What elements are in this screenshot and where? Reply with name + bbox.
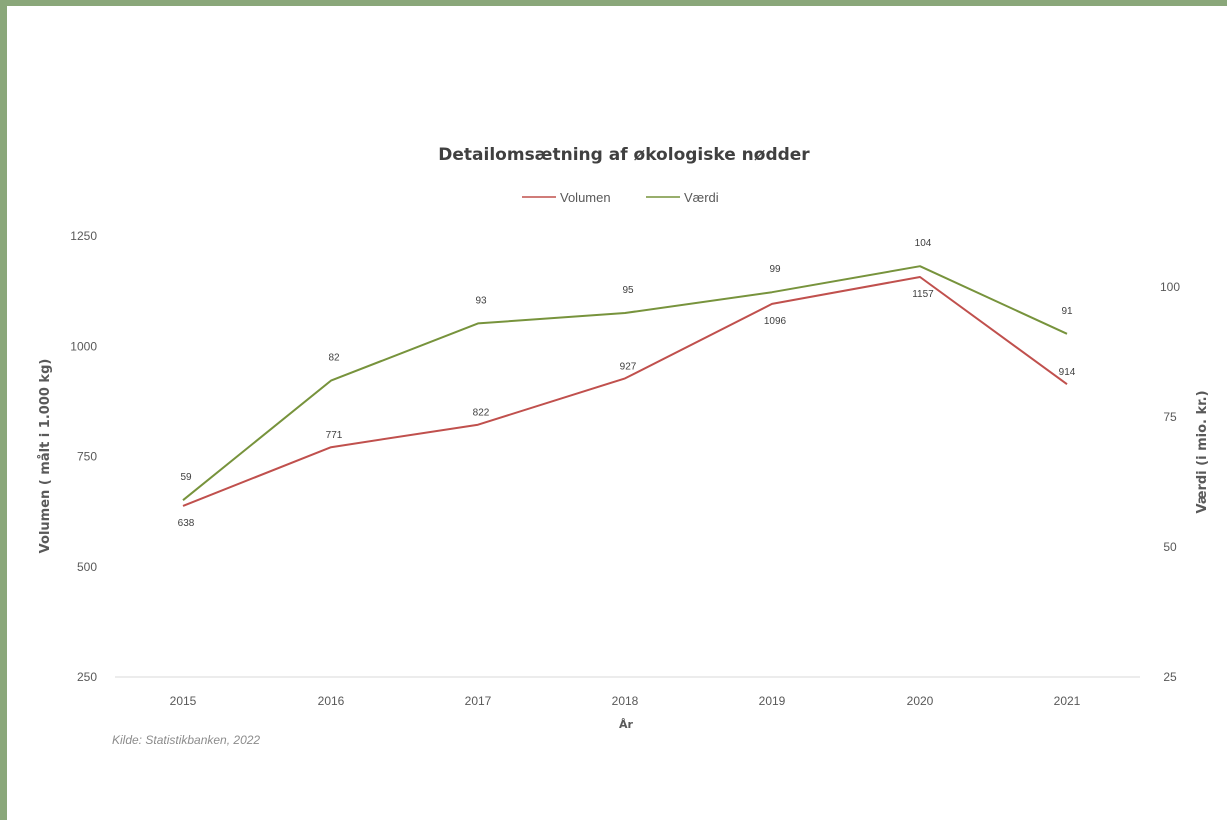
y-right-tick-label: 25 [1163, 670, 1177, 684]
data-label-volumen: 771 [326, 430, 343, 441]
data-label-volumen: 1157 [912, 289, 934, 300]
y-axis-left-label: Volumen ( målt i 1.000 kg) [38, 359, 53, 554]
y-left-tick-label: 250 [77, 670, 97, 684]
x-tick-label: 2020 [907, 694, 934, 708]
legend: Volumen Værdi [522, 190, 719, 205]
y-right-tick-label: 100 [1160, 280, 1180, 294]
y-left-tick-label: 750 [77, 450, 97, 464]
series-lines [182, 265, 1068, 507]
y-left-tick-label: 1000 [70, 339, 97, 353]
chart-title: Detailomsætning af økologiske nødder [438, 145, 810, 165]
source-note: Kilde: Statistikbanken, 2022 [112, 733, 260, 747]
data-labels: 638 771 822 927 1096 1157 914 59 82 93 95 99 104 91 [178, 238, 1076, 529]
x-tick-label: 2021 [1054, 694, 1081, 708]
data-label-værdi: 91 [1061, 306, 1073, 317]
series-line-værdi [182, 265, 1068, 501]
data-label-volumen: 914 [1059, 367, 1076, 378]
right-axis-ticks: 25 50 75 100 [1160, 280, 1180, 684]
data-label-værdi: 104 [915, 238, 932, 249]
x-axis-ticks: 2015 2016 2017 2018 2019 2020 2021 [170, 694, 1081, 708]
y-right-tick-label: 50 [1163, 540, 1177, 554]
data-label-værdi: 93 [475, 295, 487, 306]
data-label-værdi: 99 [769, 264, 781, 275]
data-label-volumen: 822 [473, 408, 490, 419]
data-label-værdi: 95 [622, 285, 634, 296]
series-line-volumen [182, 276, 1068, 507]
x-tick-label: 2016 [318, 694, 345, 708]
x-tick-label: 2017 [465, 694, 492, 708]
y-left-tick-label: 500 [77, 560, 97, 574]
legend-label-volumen: Volumen [560, 190, 611, 205]
left-axis-ticks: 250 500 750 1000 1250 [70, 229, 97, 684]
data-label-volumen: 638 [178, 518, 195, 529]
y-right-tick-label: 75 [1163, 410, 1177, 424]
x-tick-label: 2015 [170, 694, 197, 708]
data-label-værdi: 59 [180, 472, 192, 483]
y-axis-right-label: Værdi (i mio. kr.) [1195, 390, 1210, 513]
x-tick-label: 2018 [612, 694, 639, 708]
legend-label-værdi: Værdi [684, 190, 719, 205]
data-label-volumen: 927 [620, 361, 637, 372]
data-label-volumen: 1096 [764, 316, 787, 327]
x-axis-label: År [619, 718, 634, 731]
data-label-værdi: 82 [328, 353, 340, 364]
y-left-tick-label: 1250 [70, 229, 97, 243]
x-tick-label: 2019 [759, 694, 786, 708]
